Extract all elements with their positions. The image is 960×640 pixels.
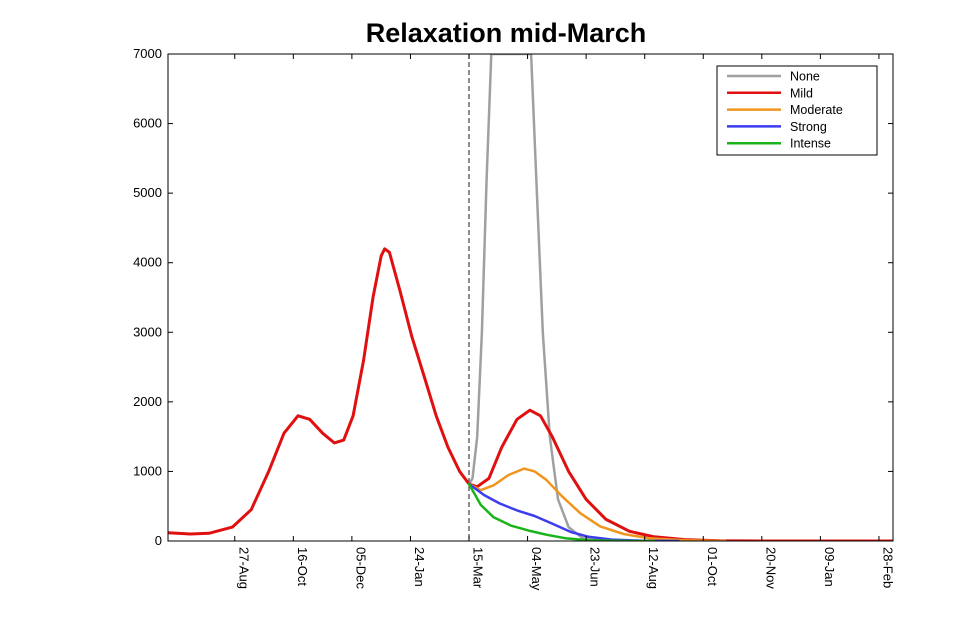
x-tick-label: 24-Jan [412,547,427,587]
x-tick-label: 05-Dec [353,547,368,589]
legend: None Mild Moderate Strong Intense [716,65,878,156]
legend-label-intense: Intense [790,137,831,151]
y-tick-label: 7000 [133,46,162,61]
series-line-moderate [467,467,727,541]
axes-box [167,53,894,542]
legend-label-mild: Mild [790,86,813,100]
legend-label-strong: Strong [790,120,827,134]
series-line-none [467,54,608,541]
y-tick-label: 2000 [133,394,162,409]
x-tick-label: 23-Jun [588,547,603,587]
y-tick-label: 1000 [133,463,162,478]
x-tick-label: 12-Aug [646,547,661,589]
legend-label-moderate: Moderate [790,103,843,117]
series-line-mild [168,247,893,541]
y-tick-label: 5000 [133,185,162,200]
y-tick-label: 6000 [133,116,162,131]
x-tick-label: 09-Jan [822,547,837,587]
x-tick-label: 27-Aug [236,547,251,589]
x-tick-label: 20-Nov [763,547,778,589]
legend-label-none: None [790,70,820,84]
x-tick-label: 16-Oct [295,547,310,586]
y-tick-label: 3000 [133,324,162,339]
x-tick-label: 15-Mar [471,547,486,589]
x-tick-label: 01-Oct [705,547,720,586]
y-tick-label: 4000 [133,255,162,270]
y-tick-label: 0 [155,533,162,548]
x-tick-label: 28-Feb [880,547,895,588]
chart-title: Relaxation mid-March [366,18,647,48]
x-tick-label: 04-May [529,547,544,591]
axes: 0 1000 2000 3000 4000 5000 6000 7000 27-Aug 16-Oc… [133,46,895,591]
